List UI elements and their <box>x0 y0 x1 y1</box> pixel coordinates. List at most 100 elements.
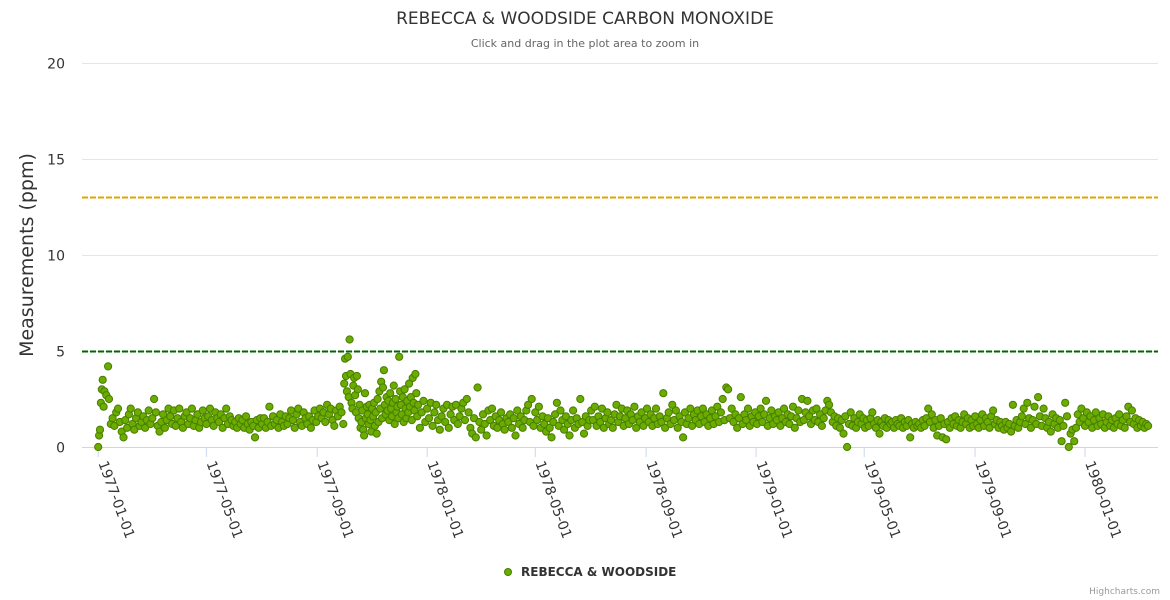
data-point[interactable] <box>760 410 769 419</box>
data-point[interactable] <box>718 394 727 404</box>
data-point[interactable] <box>543 414 553 423</box>
data-point[interactable] <box>799 416 808 425</box>
data-point[interactable] <box>513 406 522 415</box>
data-point[interactable] <box>98 375 107 384</box>
data-point[interactable] <box>451 400 461 409</box>
data-point[interactable] <box>819 414 828 423</box>
data-point[interactable] <box>290 423 299 432</box>
data-point[interactable] <box>673 423 682 432</box>
data-point[interactable] <box>306 423 315 432</box>
data-point[interactable] <box>788 402 798 411</box>
scatter-points[interactable] <box>94 335 1153 452</box>
data-point[interactable] <box>597 404 607 413</box>
data-point[interactable] <box>187 404 196 413</box>
data-point[interactable] <box>110 421 119 430</box>
data-point[interactable] <box>790 423 799 432</box>
data-point[interactable] <box>664 408 673 417</box>
data-point[interactable] <box>444 423 453 432</box>
data-point[interactable] <box>250 433 260 442</box>
data-point[interactable] <box>469 414 479 423</box>
data-point[interactable] <box>411 369 420 379</box>
data-point[interactable] <box>1077 404 1086 413</box>
legend[interactable]: REBECCA & WOODSIDE <box>504 565 677 579</box>
data-point[interactable] <box>612 400 621 409</box>
data-point[interactable] <box>518 423 527 432</box>
data-point[interactable] <box>576 394 585 404</box>
data-point[interactable] <box>651 404 661 413</box>
data-point[interactable] <box>527 394 536 404</box>
data-point[interactable] <box>989 406 998 415</box>
data-point[interactable] <box>373 394 382 404</box>
data-point[interactable] <box>391 394 400 404</box>
data-point[interactable] <box>407 416 416 425</box>
data-point[interactable] <box>345 335 354 344</box>
data-point[interactable] <box>430 408 439 417</box>
data-point[interactable] <box>1122 412 1131 421</box>
data-point[interactable] <box>464 408 473 417</box>
data-point[interactable] <box>104 394 114 404</box>
data-point[interactable] <box>794 406 803 415</box>
data-point[interactable] <box>214 417 224 427</box>
data-point[interactable] <box>549 417 558 427</box>
data-point[interactable] <box>480 419 489 429</box>
data-point[interactable] <box>1073 410 1082 419</box>
data-point[interactable] <box>504 417 513 427</box>
data-point[interactable] <box>1064 442 1073 452</box>
data-point[interactable] <box>554 421 563 430</box>
data-point[interactable] <box>446 410 455 419</box>
data-point[interactable] <box>1030 402 1039 411</box>
data-point[interactable] <box>1023 398 1032 407</box>
legend-marker[interactable] <box>504 568 512 576</box>
data-point[interactable] <box>119 433 128 442</box>
data-point[interactable] <box>121 416 130 425</box>
data-point[interactable] <box>241 412 251 421</box>
data-point[interactable] <box>496 408 506 417</box>
data-point[interactable] <box>942 435 951 444</box>
data-point[interactable] <box>1019 404 1028 413</box>
data-point[interactable] <box>1061 398 1070 407</box>
data-point[interactable] <box>599 423 608 432</box>
data-point[interactable] <box>462 394 471 404</box>
data-point[interactable] <box>1091 408 1100 417</box>
data-point[interactable] <box>198 406 207 415</box>
data-point[interactable] <box>150 394 159 404</box>
data-point[interactable] <box>729 417 738 427</box>
credits-link[interactable]: Highcharts.com <box>1089 587 1160 597</box>
data-point[interactable] <box>540 419 549 429</box>
data-point[interactable] <box>590 402 599 411</box>
data-point[interactable] <box>1034 393 1043 402</box>
data-point[interactable] <box>455 412 464 421</box>
data-point[interactable] <box>668 400 677 409</box>
data-point[interactable] <box>360 389 370 398</box>
data-point[interactable] <box>835 423 845 432</box>
data-point[interactable] <box>1070 437 1079 446</box>
data-point[interactable] <box>1039 404 1048 413</box>
data-point[interactable] <box>608 423 617 432</box>
data-point[interactable] <box>533 416 542 425</box>
data-point[interactable] <box>711 412 720 421</box>
data-point[interactable] <box>630 402 639 411</box>
data-point[interactable] <box>395 352 404 361</box>
data-point[interactable] <box>178 423 187 432</box>
data-point[interactable] <box>372 429 381 438</box>
legend-label[interactable]: REBECCA & WOODSIDE <box>521 565 676 579</box>
data-point[interactable] <box>460 416 470 425</box>
data-point[interactable] <box>182 408 191 417</box>
data-point[interactable] <box>478 410 488 419</box>
data-point[interactable] <box>435 425 444 434</box>
data-point[interactable] <box>743 404 753 413</box>
data-point[interactable] <box>524 400 533 409</box>
data-point[interactable] <box>487 404 497 413</box>
data-point[interactable] <box>378 383 388 392</box>
data-point[interactable] <box>785 419 794 429</box>
data-point[interactable] <box>1046 427 1055 436</box>
data-point[interactable] <box>761 396 771 405</box>
data-point[interactable] <box>596 417 605 427</box>
data-point[interactable] <box>95 425 105 434</box>
data-point[interactable] <box>419 396 428 405</box>
data-point[interactable] <box>779 404 789 413</box>
data-point[interactable] <box>352 371 361 381</box>
data-point[interactable] <box>509 414 518 423</box>
data-point[interactable] <box>698 404 708 413</box>
